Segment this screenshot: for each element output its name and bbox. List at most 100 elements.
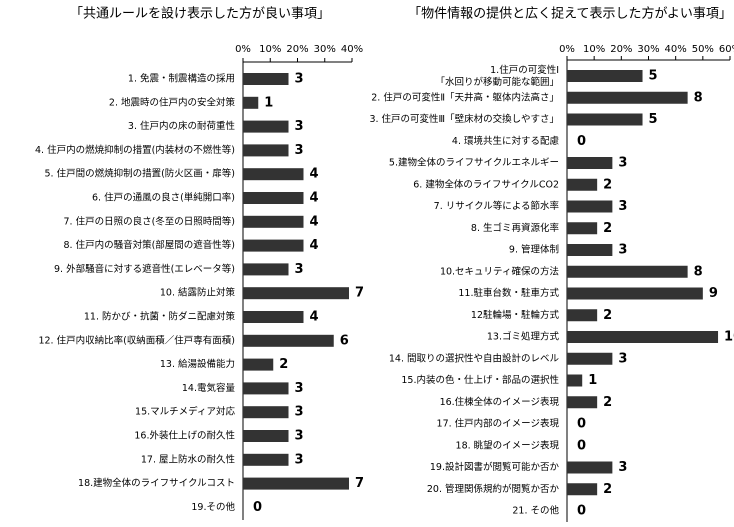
- category-label: 5. 住戸間の燃焼抑制の措置(防火区画・扉等): [45, 168, 236, 180]
- category-label: 15.内装の色・仕上げ・部品の選択性: [401, 374, 559, 386]
- data-label: 2: [279, 357, 288, 372]
- x-tick-label: 0%: [559, 44, 575, 55]
- category-label: 13.ゴミ処理方式: [487, 331, 560, 343]
- bar: [243, 406, 289, 419]
- bar: [567, 178, 598, 191]
- bar: [243, 215, 304, 228]
- x-tick-label: 10%: [583, 44, 605, 55]
- data-label: 2: [603, 177, 612, 192]
- bar: [243, 477, 350, 490]
- data-label: 10: [724, 330, 734, 345]
- category-label: 19.その他: [191, 501, 235, 513]
- bar: [567, 91, 688, 104]
- data-label: 7: [355, 286, 364, 301]
- category-label: 9. 外部騒音に対する遮音性(エレベータ等): [54, 263, 235, 275]
- data-label: 0: [577, 134, 586, 149]
- bar: [567, 200, 613, 213]
- bar: [243, 358, 274, 371]
- bar: [243, 168, 304, 181]
- data-label: 8: [694, 264, 703, 279]
- bar: [567, 331, 719, 343]
- bar: [567, 265, 688, 278]
- chart-title: 「共通ルールを設け表示した方が良い事項」: [70, 6, 330, 22]
- bar: [243, 263, 289, 276]
- bar: [567, 309, 598, 322]
- category-label: 9. 管理体制: [509, 244, 559, 256]
- category-label: 18. 眺望のイメージ表現: [456, 439, 560, 451]
- data-label: 3: [295, 143, 304, 158]
- x-tick-label: 30%: [314, 44, 336, 55]
- bar: [567, 287, 703, 300]
- x-tick-label: 10%: [259, 44, 281, 55]
- data-label: 4: [309, 238, 318, 253]
- category-label: 21. その他: [512, 505, 559, 517]
- bar: [243, 73, 289, 85]
- category-label: 4. 環境共生に対する配慮: [452, 135, 560, 147]
- category-label: 2. 地震時の住戸内の安全対策: [109, 96, 236, 108]
- data-label: 4: [309, 310, 318, 325]
- data-label: 5: [649, 112, 658, 127]
- category-label: 14.電気容量: [182, 382, 236, 394]
- data-label: 3: [295, 452, 304, 467]
- category-label: 17. 住戸内部のイメージ表現: [437, 418, 560, 430]
- category-label: 18.建物全体のライフサイクルコスト: [78, 477, 235, 489]
- bar: [567, 113, 643, 126]
- data-label: 4: [309, 191, 318, 206]
- data-label: 1: [588, 373, 597, 388]
- bar: [567, 244, 613, 256]
- data-label: 0: [577, 438, 586, 453]
- category-label: 16.外装仕上げの耐久性: [134, 430, 235, 442]
- chart-title: 「物件情報の提供と広く捉えて表示した方がよい事項」: [408, 6, 732, 22]
- category-label: 1.住戸の可変性Ⅰ 「水回りが移動可能な範囲」: [435, 64, 559, 88]
- data-label: 3: [295, 262, 304, 277]
- category-label: 16.住棟全体のイメージ表現: [440, 396, 560, 408]
- data-label: 8: [694, 90, 703, 105]
- x-tick-label: 50%: [692, 44, 714, 55]
- bar: [567, 396, 598, 409]
- bar: [243, 453, 289, 466]
- bar: [567, 374, 583, 387]
- category-label: 4. 住戸内の燃焼抑制の措置(内装材の不燃性等): [35, 144, 235, 156]
- category-label: 3. 住戸の可変性Ⅲ「壁床材の交換しやすさ」: [369, 113, 559, 125]
- data-label: 3: [295, 381, 304, 396]
- category-label: 8. 住戸内の騒音対策(部屋間の遮音性等): [64, 239, 236, 251]
- data-label: 6: [340, 333, 349, 348]
- data-label: 3: [618, 460, 627, 475]
- category-label: 12駐輪場・駐輪方式: [471, 309, 560, 321]
- category-label: 10.セキュリティ確保の方法: [440, 265, 559, 277]
- bar: [567, 222, 598, 235]
- x-tick-label: 20%: [610, 44, 632, 55]
- category-label: 14. 間取りの選択性や自由設計のレベル: [389, 352, 560, 364]
- bar: [567, 352, 613, 365]
- data-label: 4: [309, 214, 318, 229]
- data-label: 0: [577, 417, 586, 432]
- bar: [243, 120, 289, 133]
- x-tick-label: 40%: [665, 44, 687, 55]
- category-label: 11.駐車台数・駐車方式: [458, 287, 559, 299]
- data-label: 3: [618, 199, 627, 214]
- category-label: 5.建物全体のライフサイクルエネルギー: [389, 157, 559, 169]
- category-label: 13. 給湯設備能力: [160, 358, 235, 370]
- data-label: 0: [253, 500, 262, 515]
- x-tick-label: 0%: [235, 44, 251, 55]
- data-label: 9: [709, 286, 718, 301]
- bar: [243, 144, 289, 157]
- data-label: 2: [603, 395, 612, 410]
- category-label: 1. 免震・制震構造の採用: [128, 73, 235, 85]
- data-label: 1: [264, 95, 273, 110]
- category-label: 6. 住戸の通風の良さ(単純開口率): [92, 192, 235, 204]
- category-label: 15.マルチメディア対応: [135, 406, 235, 418]
- bar: [567, 461, 613, 474]
- data-label: 3: [618, 243, 627, 258]
- data-label: 3: [295, 119, 304, 134]
- bar: [567, 70, 643, 82]
- category-label: 17. 屋上防水の耐久性: [141, 453, 236, 465]
- category-label: 7. リサイクル等による節水率: [434, 200, 560, 212]
- x-tick-label: 60%: [719, 44, 734, 55]
- category-label: 20. 管理関係規約が閲覧か否か: [427, 483, 560, 495]
- data-label: 4: [309, 167, 318, 182]
- category-label: 7. 住戸の日照の良さ(冬至の日照時間等): [64, 215, 236, 227]
- data-label: 2: [603, 308, 612, 323]
- bar: [243, 96, 259, 109]
